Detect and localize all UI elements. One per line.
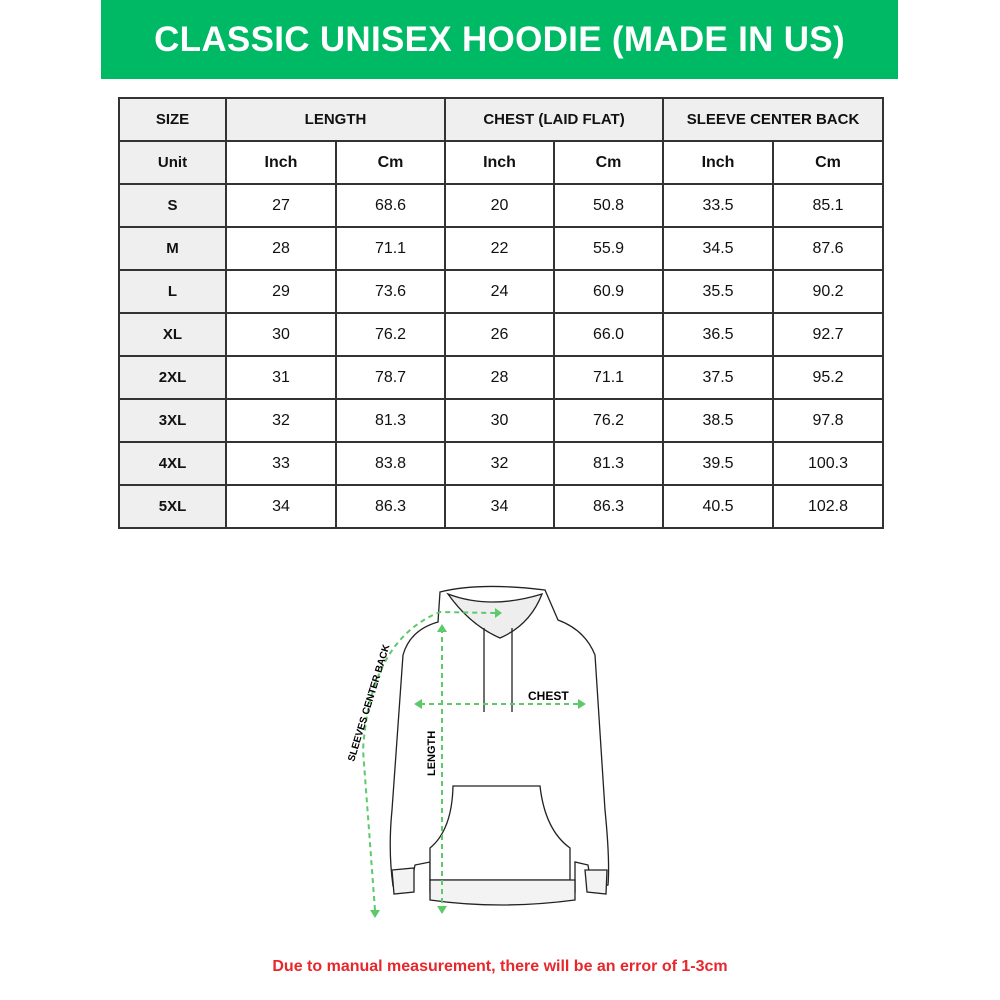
value-cell: 34.5 [662, 226, 775, 271]
size-cell: 2XL [118, 355, 227, 400]
header-chest: CHEST (LAID FLAT) [444, 97, 665, 142]
value-cell: 71.1 [553, 355, 665, 400]
value-cell: 81.3 [334, 398, 447, 443]
value-cell: 33.5 [662, 183, 775, 228]
value-cell: 26 [444, 312, 556, 357]
value-cell: 28 [444, 355, 556, 400]
unit-cell: Cm [553, 140, 665, 185]
table-row: L 29 73.6 24 60.9 35.5 90.2 [118, 269, 885, 314]
value-cell: 60.9 [553, 269, 665, 314]
value-cell: 90.2 [772, 269, 885, 314]
size-cell: 3XL [118, 398, 227, 443]
unit-cell: Inch [225, 140, 337, 185]
value-cell: 83.8 [334, 441, 447, 486]
value-cell: 71.1 [334, 226, 447, 271]
table-row: 5XL 34 86.3 34 86.3 40.5 102.8 [118, 484, 885, 529]
value-cell: 86.3 [334, 484, 447, 529]
value-cell: 30 [444, 398, 556, 443]
value-cell: 97.8 [772, 398, 885, 443]
value-cell: 30 [225, 312, 337, 357]
table-row: S 27 68.6 20 50.8 33.5 85.1 [118, 183, 885, 228]
value-cell: 29 [225, 269, 337, 314]
header-row: SIZE LENGTH CHEST (LAID FLAT) SLEEVE CEN… [118, 97, 885, 142]
page-title: CLASSIC UNISEX HOODIE (MADE IN US) [154, 19, 845, 59]
size-cell: 4XL [118, 441, 227, 486]
value-cell: 95.2 [772, 355, 885, 400]
title-banner: CLASSIC UNISEX HOODIE (MADE IN US) [101, 0, 898, 79]
value-cell: 37.5 [662, 355, 775, 400]
size-chart-table: SIZE LENGTH CHEST (LAID FLAT) SLEEVE CEN… [118, 97, 885, 529]
value-cell: 24 [444, 269, 556, 314]
unit-row: Unit Inch Cm Inch Cm Inch Cm [118, 140, 885, 185]
value-cell: 32 [225, 398, 337, 443]
value-cell: 31 [225, 355, 337, 400]
table-row: 4XL 33 83.8 32 81.3 39.5 100.3 [118, 441, 885, 486]
value-cell: 50.8 [553, 183, 665, 228]
table-row: XL 30 76.2 26 66.0 36.5 92.7 [118, 312, 885, 357]
value-cell: 68.6 [334, 183, 447, 228]
value-cell: 85.1 [772, 183, 885, 228]
waistband [429, 879, 576, 906]
size-cell: L [118, 269, 227, 314]
arrow-icons [370, 608, 586, 918]
value-cell: 34 [444, 484, 556, 529]
unit-cell: Cm [334, 140, 447, 185]
value-cell: 22 [444, 226, 556, 271]
value-cell: 86.3 [553, 484, 665, 529]
value-cell: 76.2 [334, 312, 447, 357]
value-cell: 81.3 [553, 441, 665, 486]
unit-cell: Cm [772, 140, 885, 185]
left-cuff [391, 867, 415, 895]
value-cell: 73.6 [334, 269, 447, 314]
table-row: 3XL 32 81.3 30 76.2 38.5 97.8 [118, 398, 885, 443]
value-cell: 78.7 [334, 355, 447, 400]
right-cuff [584, 869, 608, 895]
table-row: 2XL 31 78.7 28 71.1 37.5 95.2 [118, 355, 885, 400]
value-cell: 76.2 [553, 398, 665, 443]
size-cell: 5XL [118, 484, 227, 529]
value-cell: 33 [225, 441, 337, 486]
measure-lines [361, 610, 580, 911]
value-cell: 27 [225, 183, 337, 228]
table-row: M 28 71.1 22 55.9 34.5 87.6 [118, 226, 885, 271]
value-cell: 100.3 [772, 441, 885, 486]
header-length: LENGTH [224, 97, 447, 142]
value-cell: 66.0 [553, 312, 665, 357]
value-cell: 55.9 [553, 226, 665, 271]
unit-cell: Inch [662, 140, 775, 185]
sleeve-label: SLEEVES CENTER BACK [346, 643, 392, 763]
value-cell: 32 [444, 441, 556, 486]
unit-label: Unit [118, 140, 227, 185]
value-cell: 39.5 [662, 441, 775, 486]
value-cell: 36.5 [662, 312, 775, 357]
value-cell: 34 [225, 484, 337, 529]
value-cell: 87.6 [772, 226, 885, 271]
length-label: LENGTH [426, 731, 438, 776]
size-cell: S [118, 183, 227, 228]
value-cell: 102.8 [772, 484, 885, 529]
value-cell: 28 [225, 226, 337, 271]
size-cell: M [118, 226, 227, 271]
hoodie-diagram: CHEST LENGTH SLEEVES CENTER BACK [346, 585, 610, 918]
unit-cell: Inch [444, 140, 556, 185]
size-cell: XL [118, 312, 227, 357]
measurement-note: Due to manual measurement, there will be… [272, 958, 728, 975]
header-size: SIZE [118, 97, 227, 142]
value-cell: 40.5 [662, 484, 775, 529]
value-cell: 38.5 [662, 398, 775, 443]
chest-label: CHEST [528, 689, 569, 703]
value-cell: 20 [444, 183, 556, 228]
value-cell: 92.7 [772, 312, 885, 357]
header-sleeve: SLEEVE CENTER BACK [662, 97, 885, 142]
value-cell: 35.5 [662, 269, 775, 314]
